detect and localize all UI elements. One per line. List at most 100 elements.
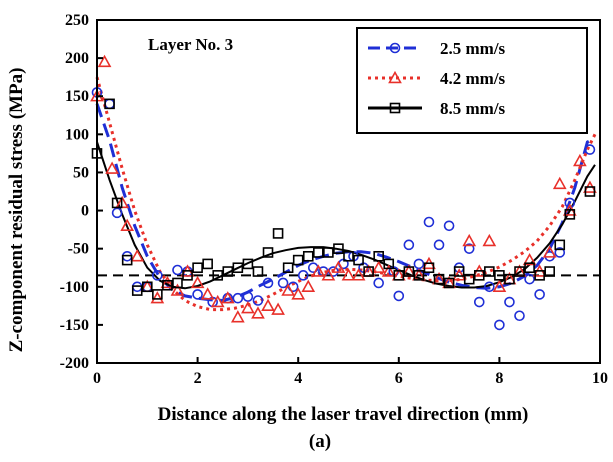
point-4-2-mm-s (321, 268, 336, 281)
point-2-5-mm-s (504, 296, 515, 308)
point-4-2-mm-s (331, 260, 346, 273)
point-2-5-mm-s (423, 216, 435, 228)
x-axis-title: Distance along the laser travel directio… (158, 404, 529, 425)
point-2-5-mm-s (232, 292, 244, 304)
point-2-5-mm-s (433, 239, 445, 251)
legend-label: 8.5 mm/s (440, 99, 506, 118)
point-8-5-mm-s (453, 266, 465, 277)
point-8-5-mm-s (172, 277, 183, 289)
point-8-5-mm-s (272, 228, 284, 239)
point-2-5-mm-s (473, 296, 485, 308)
point-4-2-mm-s (241, 300, 255, 314)
y-tick-label: 100 (65, 126, 89, 143)
data-points (90, 54, 597, 331)
point-8-5-mm-s (554, 239, 566, 251)
point-4-2-mm-s (251, 306, 265, 319)
point-2-5-mm-s (373, 277, 384, 289)
point-2-5-mm-s (277, 277, 289, 289)
y-axis-title: Z-component residual stress (MPa) (6, 68, 27, 353)
point-4-2-mm-s (230, 310, 245, 323)
legend-marker (388, 70, 402, 84)
legend-marker (389, 102, 401, 114)
x-tick-label: 10 (592, 370, 608, 387)
point-8-5-mm-s (262, 247, 274, 258)
point-4-2-mm-s (160, 275, 175, 289)
caption-label: (a) (309, 431, 331, 452)
point-2-5-mm-s (192, 289, 203, 300)
point-4-2-mm-s (210, 294, 225, 308)
y-tick-label: 200 (65, 50, 89, 67)
point-8-5-mm-s (494, 270, 505, 281)
point-4-2-mm-s (105, 161, 119, 174)
point-2-5-mm-s (484, 281, 495, 293)
point-4-2-mm-s (190, 275, 205, 289)
point-4-2-mm-s (120, 218, 135, 231)
legend-label: 2.5 mm/s (440, 39, 506, 58)
point-8-5-mm-s (403, 266, 415, 277)
point-4-2-mm-s (150, 291, 165, 304)
point-8-5-mm-s (514, 266, 525, 277)
point-2-5-mm-s (494, 319, 505, 331)
legend-item-8-5-mm-s: 8.5 mm/s (368, 99, 506, 118)
y-tick-label: -50 (68, 241, 89, 258)
point-4-2-mm-s (381, 264, 396, 277)
point-8-5-mm-s (302, 250, 314, 262)
point-2-5-mm-s (262, 277, 274, 289)
point-8-5-mm-s (524, 262, 535, 274)
y-tick-label: -200 (60, 355, 89, 372)
fit-line-4-2-mm-s (95, 76, 597, 312)
point-2-5-mm-s (252, 295, 264, 306)
legend-item-4-2-mm-s: 4.2 mm/s (368, 69, 506, 88)
point-2-5-mm-s (403, 239, 415, 251)
plot-frame (96, 19, 601, 364)
point-8-5-mm-s (192, 262, 203, 274)
point-8-5-mm-s (443, 277, 455, 289)
x-tick-label: 4 (294, 370, 302, 387)
y-tick-label: -100 (60, 279, 89, 296)
point-4-2-mm-s (522, 252, 537, 266)
point-8-5-mm-s (433, 273, 445, 285)
point-8-5-mm-s (423, 262, 435, 274)
point-8-5-mm-s (393, 270, 405, 281)
y-tick-label: 150 (65, 88, 89, 105)
point-4-2-mm-s (200, 287, 215, 300)
point-8-5-mm-s (104, 98, 115, 110)
point-4-2-mm-s (97, 54, 112, 68)
x-tick-label: 8 (495, 370, 503, 387)
point-8-5-mm-s (383, 258, 395, 270)
point-4-2-mm-s (573, 153, 587, 167)
point-4-2-mm-s (281, 283, 295, 296)
point-8-5-mm-s (413, 270, 425, 281)
point-8-5-mm-s (142, 281, 153, 293)
point-8-5-mm-s (121, 254, 133, 266)
point-4-2-mm-s (371, 260, 386, 273)
point-4-2-mm-s (351, 268, 366, 281)
point-4-2-mm-s (261, 298, 275, 312)
point-2-5-mm-s (413, 258, 425, 270)
point-8-5-mm-s (202, 258, 213, 270)
point-8-5-mm-s (313, 247, 324, 258)
point-2-5-mm-s (443, 220, 455, 232)
point-2-5-mm-s (172, 264, 183, 276)
point-2-5-mm-s (463, 243, 475, 254)
legend-label: 4.2 mm/s (440, 69, 506, 88)
legend-box (356, 27, 588, 134)
point-2-5-mm-s (584, 144, 596, 155)
layer-annotation: Layer No. 3 (148, 35, 233, 54)
series-4-2-mm-s (90, 54, 597, 323)
point-4-2-mm-s (291, 287, 306, 300)
point-4-2-mm-s (482, 233, 497, 247)
point-4-2-mm-s (492, 279, 507, 292)
point-4-2-mm-s (130, 249, 145, 262)
point-4-2-mm-s (271, 302, 285, 315)
point-4-2-mm-s (452, 268, 467, 281)
point-4-2-mm-s (301, 279, 316, 292)
point-8-5-mm-s (222, 266, 234, 277)
point-8-5-mm-s (242, 258, 254, 270)
axis-ticks: 0 2 4 6 8 10 -200 -150 -100 -50 0 50 100 150 200 250 (60, 12, 608, 387)
point-2-5-mm-s (524, 273, 535, 285)
point-8-5-mm-s (463, 273, 475, 285)
point-8-5-mm-s (504, 273, 515, 285)
point-4-2-mm-s (552, 176, 567, 190)
